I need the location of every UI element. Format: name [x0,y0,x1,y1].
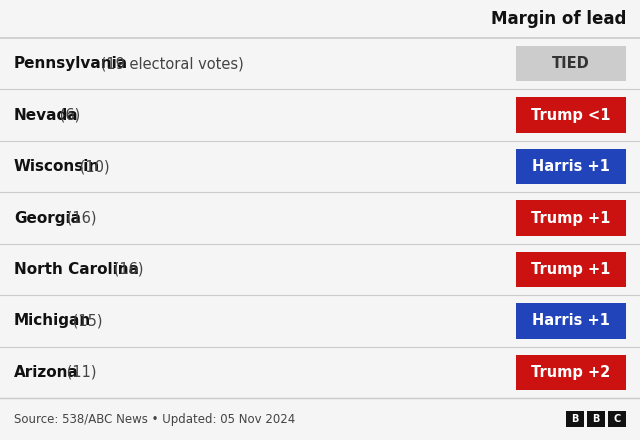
Text: Harris +1: Harris +1 [532,159,610,174]
Text: Georgia: Georgia [14,210,81,225]
FancyBboxPatch shape [608,411,626,427]
Text: (6): (6) [55,108,80,123]
Text: Michigan: Michigan [14,313,92,328]
FancyBboxPatch shape [516,200,626,236]
FancyBboxPatch shape [516,46,626,81]
Text: Wisconsin: Wisconsin [14,159,100,174]
Text: (11): (11) [61,365,96,380]
Text: Pennsylvania: Pennsylvania [14,56,128,71]
Text: (16): (16) [109,262,144,277]
FancyBboxPatch shape [516,149,626,184]
Text: Trump +1: Trump +1 [531,210,611,225]
Text: C: C [613,414,621,424]
Text: (10): (10) [76,159,110,174]
Text: Trump +1: Trump +1 [531,262,611,277]
Text: Trump +2: Trump +2 [531,365,611,380]
Text: (15): (15) [68,313,103,328]
FancyBboxPatch shape [516,252,626,287]
Text: Nevada: Nevada [14,108,79,123]
FancyBboxPatch shape [516,303,626,338]
FancyBboxPatch shape [516,97,626,133]
Text: Source: 538/ABC News • Updated: 05 Nov 2024: Source: 538/ABC News • Updated: 05 Nov 2… [14,413,295,425]
Text: TIED: TIED [552,56,590,71]
Text: North Carolina: North Carolina [14,262,139,277]
Text: (19 electoral votes): (19 electoral votes) [95,56,243,71]
FancyBboxPatch shape [516,355,626,390]
Text: Margin of lead: Margin of lead [491,10,626,28]
FancyBboxPatch shape [587,411,605,427]
Text: B: B [592,414,600,424]
Text: Trump <1: Trump <1 [531,108,611,123]
Text: B: B [572,414,579,424]
Text: (16): (16) [61,210,96,225]
Text: Arizona: Arizona [14,365,79,380]
FancyBboxPatch shape [566,411,584,427]
Text: Harris +1: Harris +1 [532,313,610,328]
